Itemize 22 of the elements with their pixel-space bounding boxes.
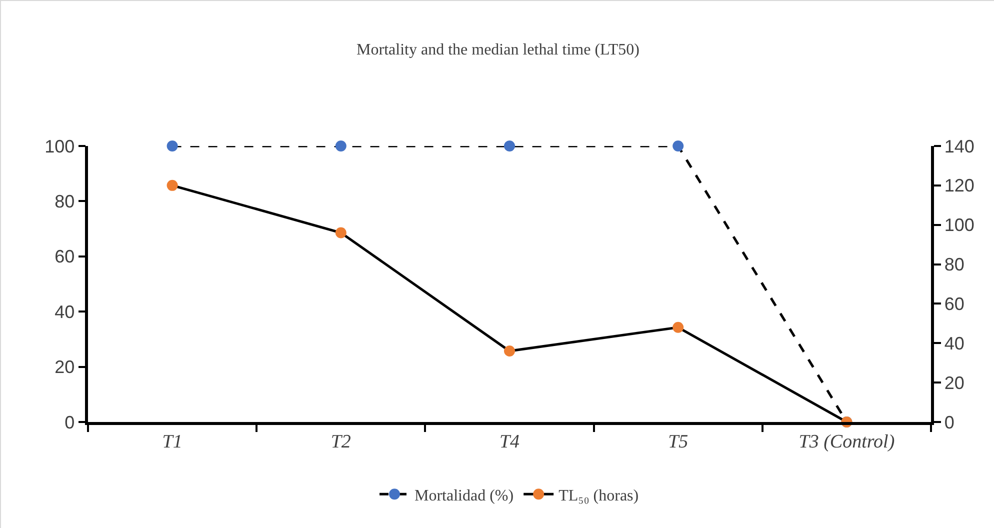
x-tick-label: T4	[499, 432, 520, 453]
y-tick-label: 60	[54, 246, 75, 267]
y-tick-label: 20	[54, 357, 75, 378]
legend-label: TL₅₀ (horas)	[558, 487, 639, 504]
chart-title: Mortality and the median lethal time (LT50)	[356, 41, 640, 58]
y-tick-label: 0	[64, 412, 75, 432]
y2-tick-label: 40	[944, 333, 964, 354]
y2-tick-label: 100	[944, 215, 974, 236]
y-tick-label: 100	[44, 136, 75, 156]
legend-label: Mortalidad (%)	[414, 487, 514, 504]
y2-tick-label: 120	[944, 176, 974, 196]
y-tick-label: 40	[54, 302, 75, 322]
x-tick-label: T5	[668, 432, 688, 453]
y2-tick-label: 80	[944, 254, 964, 275]
y2-tick-label: 0	[944, 412, 954, 432]
y2-tick-label: 60	[944, 294, 964, 314]
y2-tick-label: 20	[944, 372, 964, 393]
x-tick-label: T1	[162, 432, 182, 453]
y2-tick-label: 140	[944, 136, 974, 156]
x-tick-label: T2	[330, 432, 352, 453]
x-tick-label: T3 (Control)	[798, 432, 895, 453]
y-tick-label: 80	[54, 192, 75, 212]
